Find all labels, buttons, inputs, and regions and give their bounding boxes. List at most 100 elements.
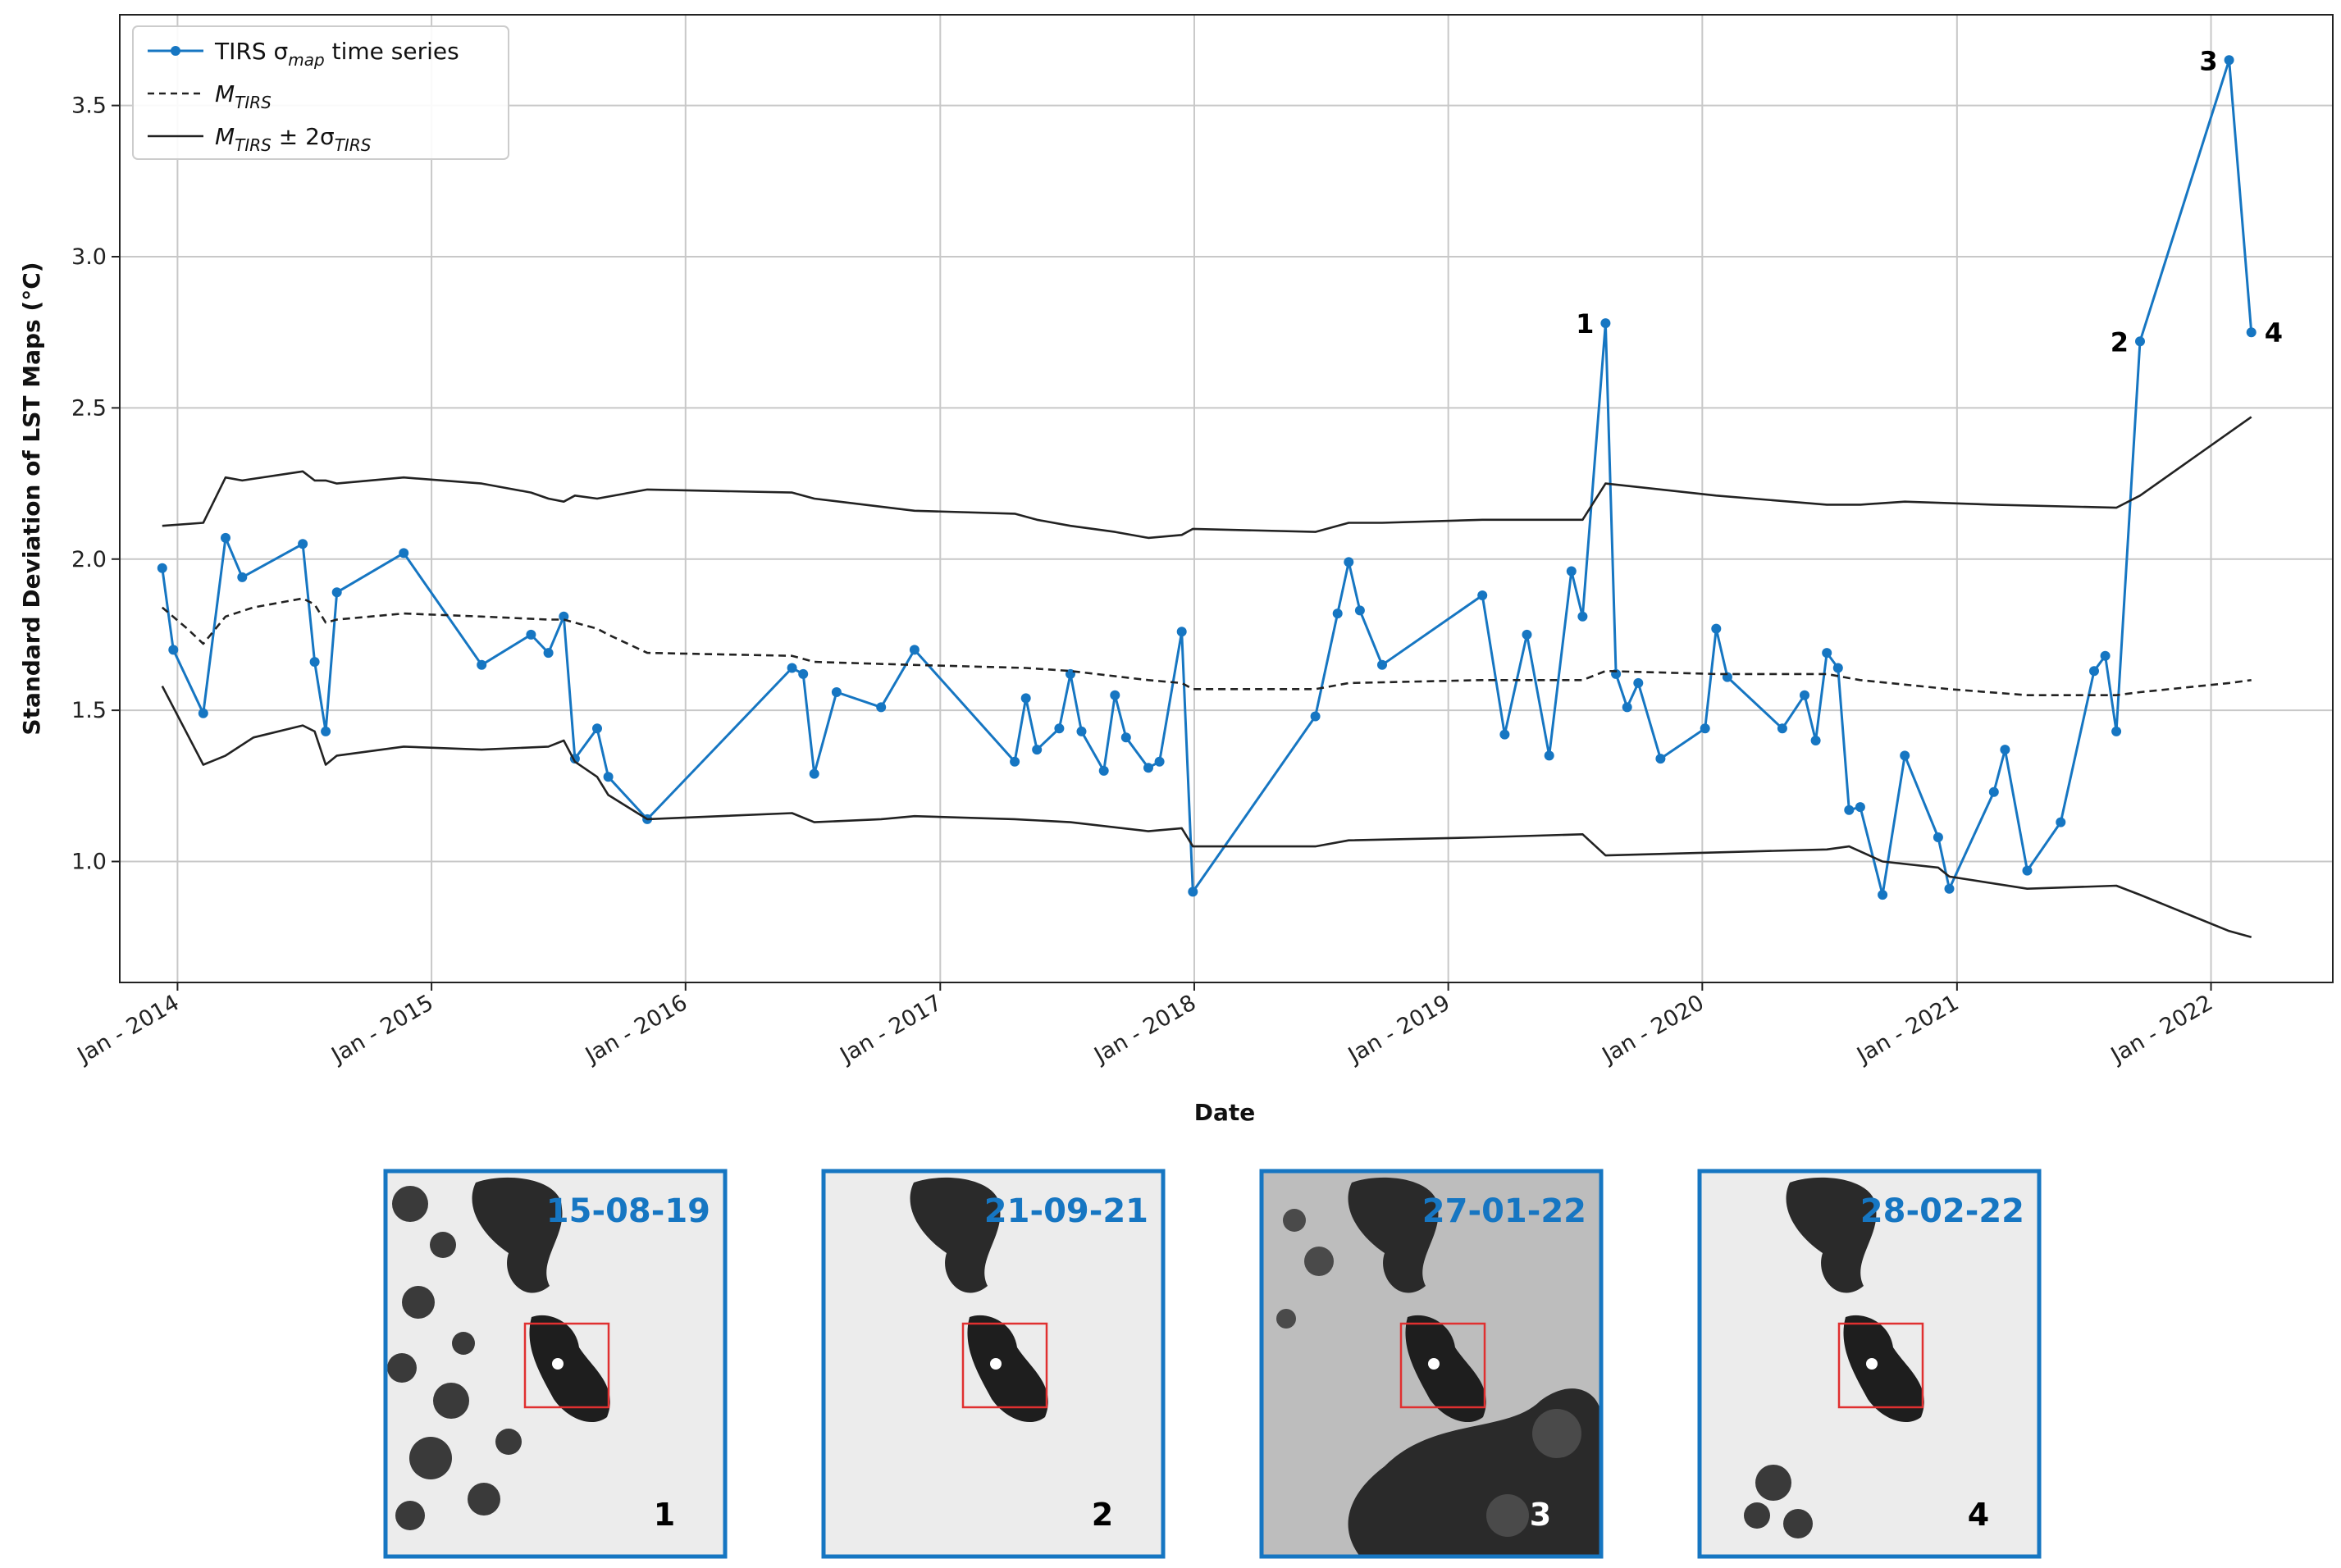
data-point [2056,817,2066,827]
x-tick-label: Jan - 2016 [580,990,691,1069]
legend-label-main: TIRS σ [214,38,288,65]
y-tick-label: 1.5 [71,698,107,723]
legend-box [132,25,509,160]
data-point [1944,883,1955,894]
legend-label-sub: TIRS [235,135,272,155]
cloud-patch [1783,1509,1813,1538]
data-point [809,768,819,779]
point-annotation: 1 [1576,308,1594,340]
point-annotation: 4 [2265,317,2283,349]
data-point [1600,318,1611,329]
legend-label-main: M [215,80,235,107]
thumbnail-number: 1 [654,1497,675,1533]
data-point [787,663,797,673]
thumbnail-panel: 21-09-21 2 [821,1169,1166,1559]
data-point [1655,754,1666,764]
data-point [1855,802,1865,813]
data-point [1933,832,1943,842]
series-line-tirs [161,58,2253,896]
data-point [168,645,179,655]
data-point [1622,702,1632,713]
data-point [1188,887,1198,897]
legend-label-sub2: TIRS [335,135,372,155]
x-tick-label: Jan - 2021 [1851,990,1963,1069]
cloud-patch [392,1186,428,1222]
data-point [1354,605,1365,616]
data-point [157,563,167,573]
y-tick-label: 3.0 [71,244,107,270]
roi-box [961,1322,1048,1409]
data-point [1900,750,1910,761]
legend-label-after: ± 2σ [272,123,335,150]
data-point [1076,726,1087,736]
data-point [1110,690,1120,700]
data-point [309,657,320,668]
data-point [559,611,569,622]
legend-label-after: time series [325,38,459,65]
thumbnail-frame [821,1169,1166,1559]
cloud-patch [1276,1309,1296,1329]
cloud-patch [452,1332,475,1355]
y-tick-label: 1.0 [71,850,107,875]
legend-label-sub: TIRS [235,93,272,112]
data-point [592,723,602,734]
data-point [477,659,487,670]
data-point [1711,623,1722,634]
x-tick-label: Jan - 2019 [1343,990,1454,1069]
thumbnail-date: 28-02-22 [1860,1192,2024,1230]
svg-text:TIRS σmap time series: TIRS σmap time series [214,38,459,70]
point-annotation: 3 [2199,45,2217,76]
data-point [221,532,230,543]
data-point [1010,756,1020,767]
cloud-patch [402,1286,435,1319]
plot-frame [119,14,2334,983]
data-point [1777,723,1787,734]
cloud-patch [1755,1465,1791,1501]
data-point [1344,557,1354,567]
thumbnail-date: 27-01-22 [1422,1192,1586,1230]
roi-box [523,1322,610,1409]
cloud-patch [1486,1494,1529,1537]
data-point [1377,659,1387,670]
data-point [876,702,887,713]
dark-plume-shape [1786,1177,1877,1293]
legend-entry-series: TIRS σmap time series [148,38,459,70]
data-point [1633,677,1644,688]
dark-plume-shape [472,1177,563,1293]
data-point [1032,745,1043,755]
data-point [1988,786,1999,797]
roi-box [1837,1322,1924,1409]
data-point [298,539,308,549]
data-point [2000,745,2010,755]
thumbnail-frame [383,1169,728,1559]
point-annotation: 2 [2111,326,2129,358]
y-axis-title: Standard Deviation of LST Maps (°C) [18,262,45,735]
data-point [831,687,842,697]
data-point [1800,690,1809,700]
data-point [1310,711,1321,722]
data-point [2224,55,2234,66]
series-line-bound [162,416,2252,540]
data-point [2111,726,2122,736]
thumbnail-strip: 15-08-19 1 21-09-21 2 27-01-22 3 28-02-22 4 [383,1169,2042,1559]
thumbnail-panel: 15-08-19 1 [383,1169,728,1559]
x-tick-label: Jan - 2017 [835,990,947,1069]
data-point [526,629,536,640]
data-point [2100,650,2111,661]
data-point [1154,756,1165,767]
legend-label-sub: map [288,50,324,70]
cloud-patch [1283,1209,1306,1232]
annotations: 1 2 3 4 [1576,45,2283,358]
target-blob-shape [529,1315,610,1423]
x-tick-label: Jan - 2014 [72,990,184,1069]
legend-label-main: M [215,123,235,150]
y-tick-label: 2.5 [71,395,107,421]
thumbnail-date: 21-09-21 [984,1192,1148,1230]
data-point [1120,732,1131,743]
data-point [399,548,409,558]
data-point [2246,327,2257,338]
cloud-patch [387,1353,417,1383]
data-point [2022,865,2033,876]
axes: Jan - 2014 Jan - 2015 Jan - 2016 Jan - 2017… [71,93,2217,1069]
cloud-patch [430,1232,456,1258]
